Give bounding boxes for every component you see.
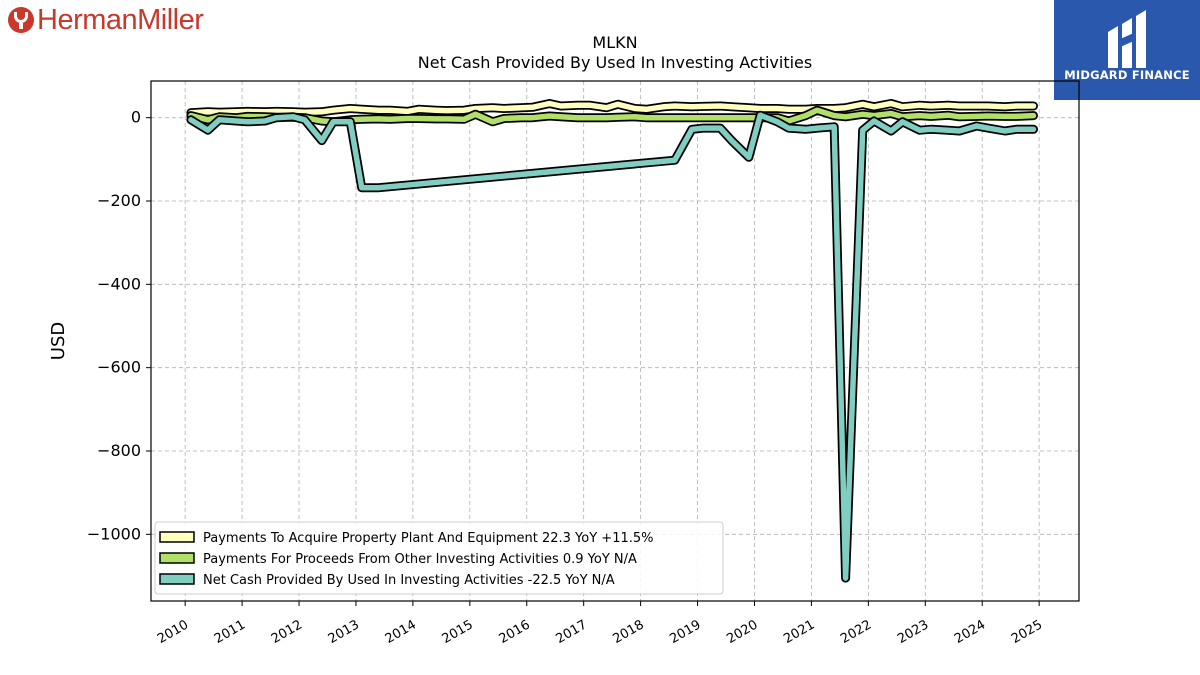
- x-tick-label: 2015: [440, 617, 476, 647]
- y-tick-label: −1000: [87, 524, 141, 543]
- midgard-monogram-icon: [1108, 10, 1146, 68]
- y-axis-label: USD: [48, 322, 69, 360]
- legend-swatch-2: [159, 552, 195, 564]
- chart-title: MLKN: [592, 33, 637, 52]
- x-tick-label: 2024: [952, 617, 988, 647]
- midgard-finance-logo: MIDGARD FINANCE: [1054, 0, 1200, 100]
- x-tick-label: 2016: [497, 617, 533, 647]
- y-tick-label: −600: [97, 358, 141, 377]
- herman-miller-mark-icon: [8, 7, 34, 33]
- herman-miller-logo: HermanMiller: [8, 3, 204, 37]
- y-tick-label: −400: [97, 274, 141, 293]
- y-tick-label: −200: [97, 191, 141, 210]
- x-tick-label: 2022: [838, 617, 874, 647]
- series-outline-3: [186, 110, 1038, 583]
- x-tick-label: 2021: [781, 617, 817, 647]
- x-tick-label: 2010: [155, 617, 191, 647]
- legend-label-3: Net Cash Provided By Used In Investing A…: [203, 573, 615, 588]
- x-tick-label: 2019: [667, 617, 703, 647]
- series-line-1: [188, 100, 1037, 116]
- x-axis-ticks: 2010 2011 2012 2013 2014 2015 2016 2017 2018 2019…: [155, 601, 1045, 647]
- x-tick-label: 2012: [269, 617, 305, 647]
- x-tick-label: 2020: [724, 617, 760, 647]
- series-line-3: [188, 112, 1037, 581]
- y-tick-label: 0: [131, 108, 141, 127]
- herman-miller-wordmark: HermanMiller: [37, 3, 204, 36]
- y-axis-ticks: 0 −200 −400 −600 −800 −1000: [87, 108, 151, 543]
- x-tick-label: 2011: [212, 617, 248, 647]
- midgard-finance-name: MIDGARD FINANCE: [1064, 68, 1190, 82]
- plot-frame: [150, 80, 1080, 602]
- x-tick-label: 2017: [554, 617, 590, 647]
- y-tick-label: −800: [97, 441, 141, 460]
- legend-label-2: Payments For Proceeds From Other Investi…: [203, 552, 637, 567]
- x-tick-label: 2025: [1009, 617, 1045, 647]
- legend-swatch-3: [159, 573, 195, 585]
- series-lines: [186, 99, 1038, 583]
- legend-box: [154, 521, 724, 595]
- chart-subtitle: Net Cash Provided By Used In Investing A…: [418, 53, 812, 72]
- legend-swatch-1: [159, 531, 195, 543]
- x-tick-label: 2023: [895, 617, 931, 647]
- x-tick-label: 2018: [610, 617, 646, 647]
- x-tick-label: 2013: [326, 617, 362, 647]
- x-tick-label: 2014: [383, 617, 419, 647]
- legend: Payments To Acquire Property Plant And E…: [154, 521, 724, 595]
- legend-label-1: Payments To Acquire Property Plant And E…: [203, 531, 654, 546]
